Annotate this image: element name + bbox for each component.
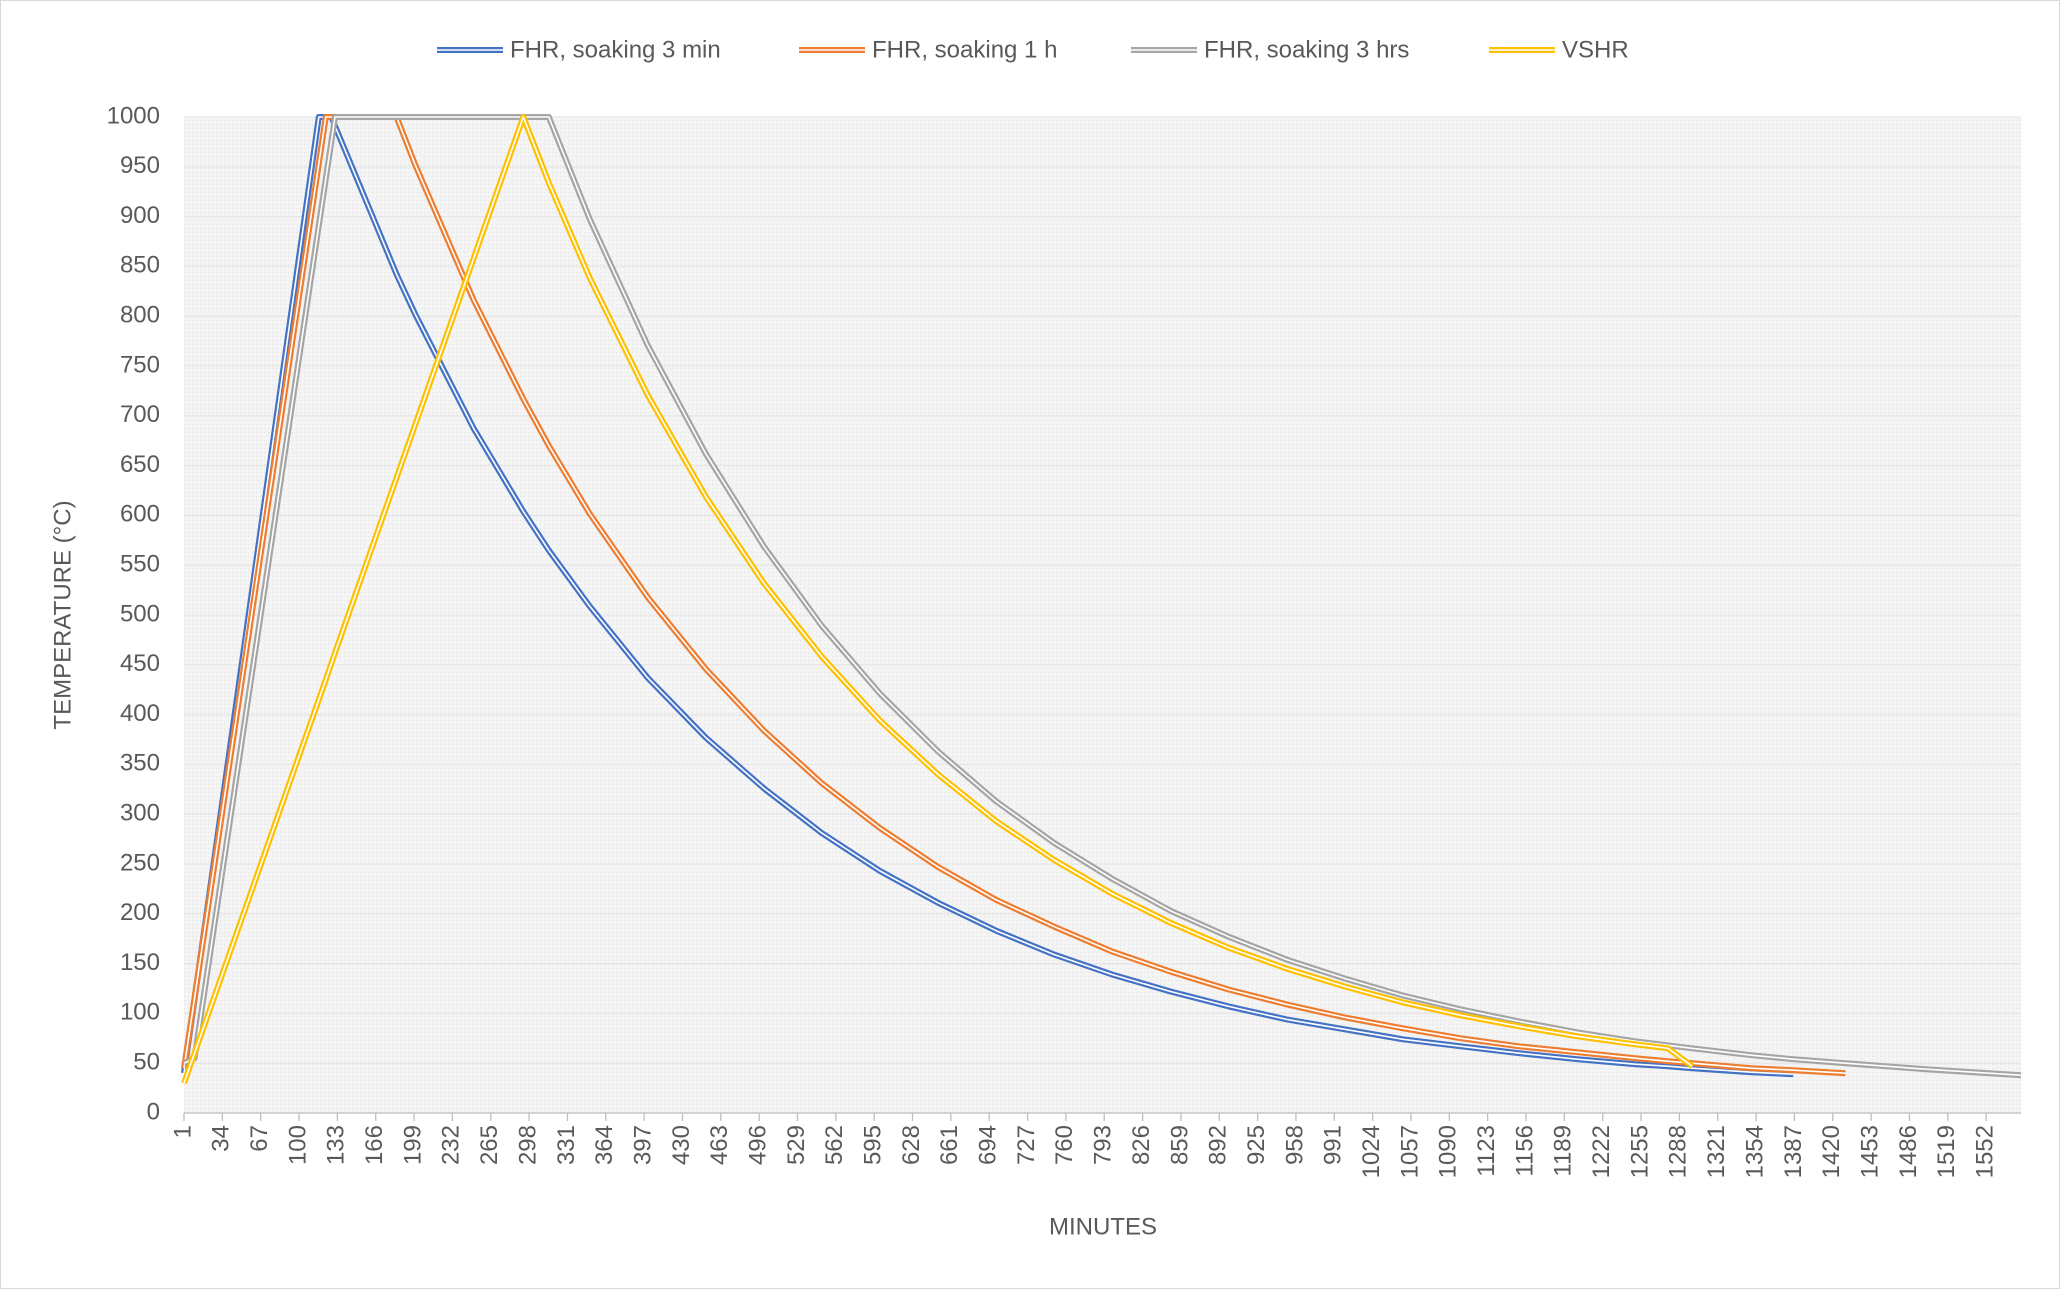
x-tick-label: 1420 [1818, 1125, 1845, 1178]
x-tick-label: 661 [936, 1125, 963, 1165]
x-tick-label: 793 [1090, 1125, 1117, 1165]
x-tick-label: 133 [323, 1125, 350, 1165]
y-tick-label: 0 [147, 1098, 160, 1125]
x-tick-label: 1189 [1550, 1125, 1577, 1177]
x-tick-label: 958 [1281, 1125, 1308, 1165]
y-tick-label: 550 [120, 551, 160, 578]
x-tick-label: 67 [246, 1125, 273, 1152]
x-tick-label: 397 [629, 1125, 656, 1165]
series-line-inner [183, 116, 1693, 1084]
y-tick-label: 350 [120, 750, 160, 777]
x-tick-label: 298 [514, 1125, 541, 1165]
legend-label: FHR, soaking 3 hrs [1204, 36, 1409, 63]
y-tick-label: 750 [120, 351, 160, 378]
x-tick-label: 1 [169, 1125, 196, 1138]
series-line-inner [183, 116, 1794, 1075]
x-tick-label: 232 [438, 1125, 465, 1165]
x-tick-label: 694 [975, 1125, 1002, 1165]
x-tick-label: 265 [476, 1125, 503, 1165]
y-tick-label: 800 [120, 302, 160, 329]
x-tick-label: 529 [783, 1125, 810, 1165]
x-tick-label: 760 [1051, 1125, 1078, 1165]
x-tick-label: 430 [668, 1125, 695, 1165]
x-tick-label: 166 [361, 1125, 388, 1165]
x-tick-label: 727 [1013, 1125, 1040, 1165]
y-tick-label: 900 [120, 202, 160, 229]
y-tick-label: 950 [120, 152, 160, 179]
x-tick-label: 991 [1320, 1125, 1347, 1165]
y-tick-label: 850 [120, 252, 160, 279]
y-tick-label: 1000 [107, 102, 160, 129]
x-tick-label: 100 [284, 1125, 311, 1165]
x-tick-label: 1024 [1358, 1125, 1385, 1178]
y-tick-label: 300 [120, 800, 160, 827]
y-tick-label: 500 [120, 600, 160, 627]
x-tick-label: 463 [706, 1125, 733, 1165]
y-tick-label: 700 [120, 401, 160, 428]
y-tick-label: 600 [120, 501, 160, 528]
x-tick-label: 1552 [1971, 1125, 1998, 1178]
x-tick-label: 628 [898, 1125, 925, 1165]
x-tick-label: 826 [1128, 1125, 1155, 1165]
x-tick-label: 925 [1243, 1125, 1270, 1165]
x-tick-label: 859 [1166, 1125, 1193, 1165]
x-tick-label: 1057 [1396, 1125, 1423, 1178]
x-tick-label: 562 [821, 1125, 848, 1165]
x-tick-label: 1156 [1511, 1125, 1538, 1177]
legend-label: FHR, soaking 1 h [872, 36, 1057, 63]
x-tick-label: 1321 [1703, 1125, 1730, 1178]
y-tick-label: 100 [120, 999, 160, 1026]
x-tick-label: 892 [1205, 1125, 1232, 1165]
y-axis-title: TEMPERATURE (°C) [49, 500, 76, 729]
y-tick-label: 200 [120, 899, 160, 926]
y-tick-label: 50 [133, 1049, 160, 1076]
x-tick-label: 1288 [1665, 1125, 1692, 1178]
x-tick-label: 1519 [1933, 1125, 1960, 1178]
x-tick-label: 1255 [1626, 1125, 1653, 1178]
x-tick-label: 1090 [1435, 1125, 1462, 1178]
y-tick-label: 400 [120, 700, 160, 727]
x-tick-label: 1222 [1588, 1125, 1615, 1178]
legend-label: FHR, soaking 3 min [510, 36, 721, 63]
y-tick-label: 150 [120, 949, 160, 976]
x-tick-label: 1486 [1895, 1125, 1922, 1178]
legend-label: VSHR [1562, 36, 1629, 63]
x-tick-label: 1123 [1473, 1125, 1500, 1177]
y-tick-label: 250 [120, 849, 160, 876]
x-tick-label: 1387 [1780, 1125, 1807, 1178]
x-tick-label: 1354 [1741, 1125, 1768, 1178]
x-tick-label: 496 [744, 1125, 771, 1165]
x-tick-label: 34 [208, 1125, 235, 1152]
y-tick-label: 450 [120, 650, 160, 677]
x-tick-label: 1453 [1856, 1125, 1883, 1178]
x-tick-label: 364 [591, 1125, 618, 1165]
x-tick-label: 331 [553, 1125, 580, 1165]
x-axis-title: MINUTES [1049, 1213, 1157, 1240]
x-tick-label: 595 [860, 1125, 887, 1165]
y-tick-label: 650 [120, 451, 160, 478]
x-tick-label: 199 [399, 1125, 426, 1165]
